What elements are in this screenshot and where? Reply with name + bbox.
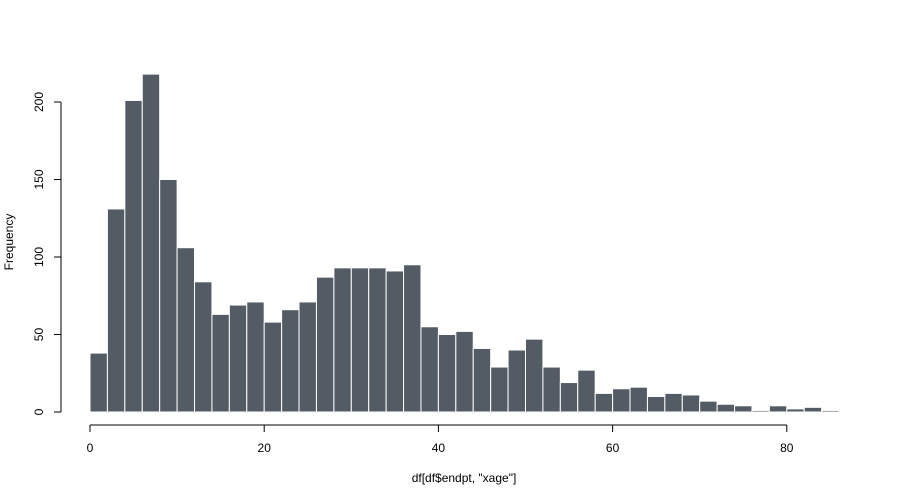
- y-tick-label: 200: [32, 92, 46, 112]
- x-axis-title: df[df$endpt, "xage"]: [412, 471, 517, 485]
- histogram-bar: [124, 99, 143, 413]
- histogram-bar: [211, 313, 230, 413]
- x-tick-label: 20: [258, 441, 272, 455]
- histogram-bar: [699, 400, 718, 413]
- x-axis: 0 20 40 60 80: [87, 424, 794, 455]
- bars-group: [89, 73, 840, 413]
- y-tick-label: 100: [32, 247, 46, 267]
- x-tick-label: 0: [87, 441, 94, 455]
- histogram-bar: [263, 321, 283, 413]
- histogram-bar: [751, 409, 770, 413]
- histogram-bar: [246, 301, 265, 413]
- histogram-bar: [594, 392, 614, 413]
- histogram-bar: [577, 369, 596, 413]
- histogram-bar: [472, 347, 492, 413]
- histogram-bar: [350, 267, 370, 413]
- histogram-bar: [437, 334, 457, 413]
- x-tick-label: 60: [606, 441, 620, 455]
- x-tick-label: 80: [780, 441, 794, 455]
- histogram-bar: [525, 338, 544, 413]
- histogram-bar: [803, 406, 823, 413]
- histogram-bar: [507, 349, 526, 413]
- histogram-bar: [403, 264, 422, 413]
- histogram-bar: [455, 330, 474, 413]
- histogram-bar: [420, 326, 439, 413]
- histogram-bar: [281, 309, 300, 413]
- histogram-bar: [368, 267, 387, 413]
- y-ticks: 0 50 100 150 200: [32, 92, 61, 415]
- histogram-bar: [106, 208, 126, 413]
- y-axis: 0 50 100 150 200: [32, 92, 62, 415]
- y-tick-label: 50: [32, 328, 46, 342]
- histogram-bar: [141, 73, 161, 413]
- histogram-bar: [315, 276, 335, 413]
- histogram-bar: [89, 352, 108, 413]
- histogram-bar: [646, 396, 666, 413]
- histogram-bar: [298, 301, 317, 413]
- histogram-bar: [176, 247, 196, 413]
- histogram-bar: [194, 281, 213, 413]
- histogram-bar: [821, 409, 840, 413]
- histogram-bar: [716, 403, 736, 413]
- histogram-bar: [490, 366, 509, 413]
- histogram-bar: [385, 270, 405, 413]
- histogram-bar: [664, 392, 683, 413]
- histogram-bar: [734, 405, 753, 413]
- histogram-bar: [786, 408, 805, 413]
- y-tick-label: 150: [32, 169, 46, 189]
- histogram-bar: [333, 267, 352, 413]
- histogram-bar: [542, 366, 561, 413]
- histogram-bar: [559, 382, 579, 413]
- x-ticks: 0 20 40 60 80: [87, 425, 794, 455]
- histogram-bar: [768, 405, 788, 413]
- histogram-bar: [228, 304, 248, 413]
- histogram-bar: [629, 386, 648, 413]
- histogram-bar: [681, 394, 701, 413]
- histogram-bar: [612, 388, 631, 413]
- histogram-bar: [159, 179, 178, 413]
- y-axis-title: Frequency: [2, 214, 16, 271]
- y-tick-label: 0: [32, 408, 46, 415]
- x-tick-label: 40: [432, 441, 446, 455]
